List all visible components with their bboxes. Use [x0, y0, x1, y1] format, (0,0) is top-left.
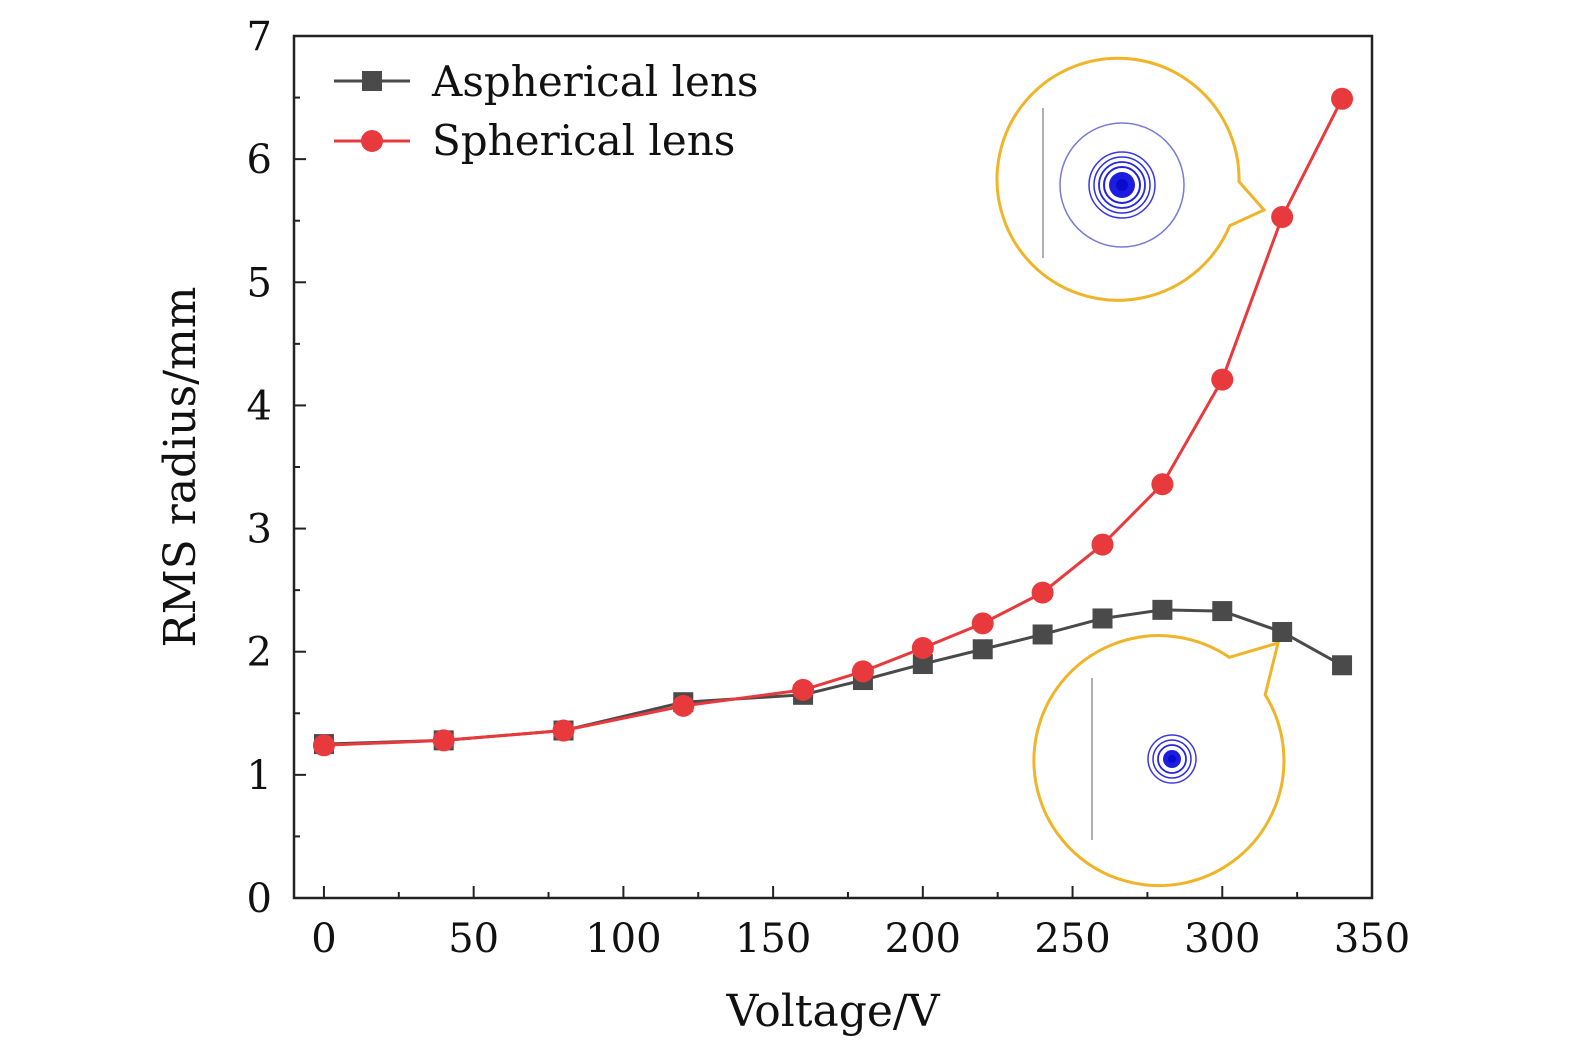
data-point-aspherical: [1212, 601, 1233, 622]
data-point-spherical: [1271, 206, 1294, 229]
legend-label-spherical: Spherical lens: [432, 116, 735, 165]
data-point-aspherical: [912, 654, 933, 675]
x-tick-label: 50: [448, 916, 499, 962]
data-point-spherical: [312, 734, 335, 757]
data-point-aspherical: [1092, 608, 1113, 629]
y-axis-title: RMS radius/mm: [155, 286, 206, 647]
y-tick-label: 6: [247, 137, 272, 183]
series-layer: [312, 87, 1354, 757]
spherical-spot-inset: [995, 56, 1267, 302]
data-point-spherical: [851, 660, 874, 683]
x-tick-label: 350: [1334, 916, 1410, 962]
x-tick-label: 250: [1034, 916, 1110, 962]
series-spherical: [312, 87, 1354, 757]
y-tick-label: 7: [247, 14, 272, 60]
x-tick-label: 300: [1184, 916, 1260, 962]
axes: 0 50 100 150 200 250 300 350 0 1 2 3 4 5 6 7: [247, 14, 1411, 962]
data-point-spherical: [1031, 581, 1054, 604]
aspherical-spot-icon: [1147, 734, 1197, 784]
x-axis-title: Voltage/V: [725, 986, 940, 1037]
legend: Aspherical lens Spherical lens: [334, 57, 758, 165]
data-point-spherical: [552, 719, 575, 742]
series-line-spherical: [323, 98, 1344, 747]
x-tick-label: 0: [311, 916, 336, 962]
x-tick-label: 100: [585, 916, 661, 962]
x-tick-label: 150: [735, 916, 811, 962]
legend-marker-aspherical: [362, 71, 382, 91]
y-tick-label: 3: [247, 507, 272, 553]
y-tick-label: 2: [247, 630, 272, 676]
data-point-spherical: [971, 612, 994, 635]
data-point-spherical: [911, 637, 934, 660]
data-point-spherical: [1211, 368, 1234, 391]
y-tick-label: 1: [247, 753, 272, 799]
data-point-aspherical: [1272, 622, 1293, 643]
data-point-aspherical: [1032, 624, 1053, 645]
y-tick-label: 0: [247, 876, 272, 922]
data-point-spherical: [1151, 473, 1174, 496]
legend-marker-spherical: [361, 130, 383, 152]
legend-label-aspherical: Aspherical lens: [431, 57, 758, 106]
data-point-spherical: [1331, 87, 1354, 110]
data-point-aspherical: [972, 639, 993, 660]
data-point-aspherical: [1152, 599, 1173, 620]
x-tick-label: 200: [885, 916, 961, 962]
y-tick-label: 4: [247, 383, 272, 429]
aspherical-spot-inset: [1032, 634, 1286, 888]
y-tick-label: 5: [247, 260, 272, 306]
spherical-spot-icon: [1059, 122, 1185, 248]
data-point-aspherical: [1332, 655, 1353, 676]
data-point-spherical: [792, 678, 815, 701]
data-point-spherical: [432, 729, 455, 752]
data-point-spherical: [1091, 533, 1114, 556]
data-point-spherical: [672, 694, 695, 717]
